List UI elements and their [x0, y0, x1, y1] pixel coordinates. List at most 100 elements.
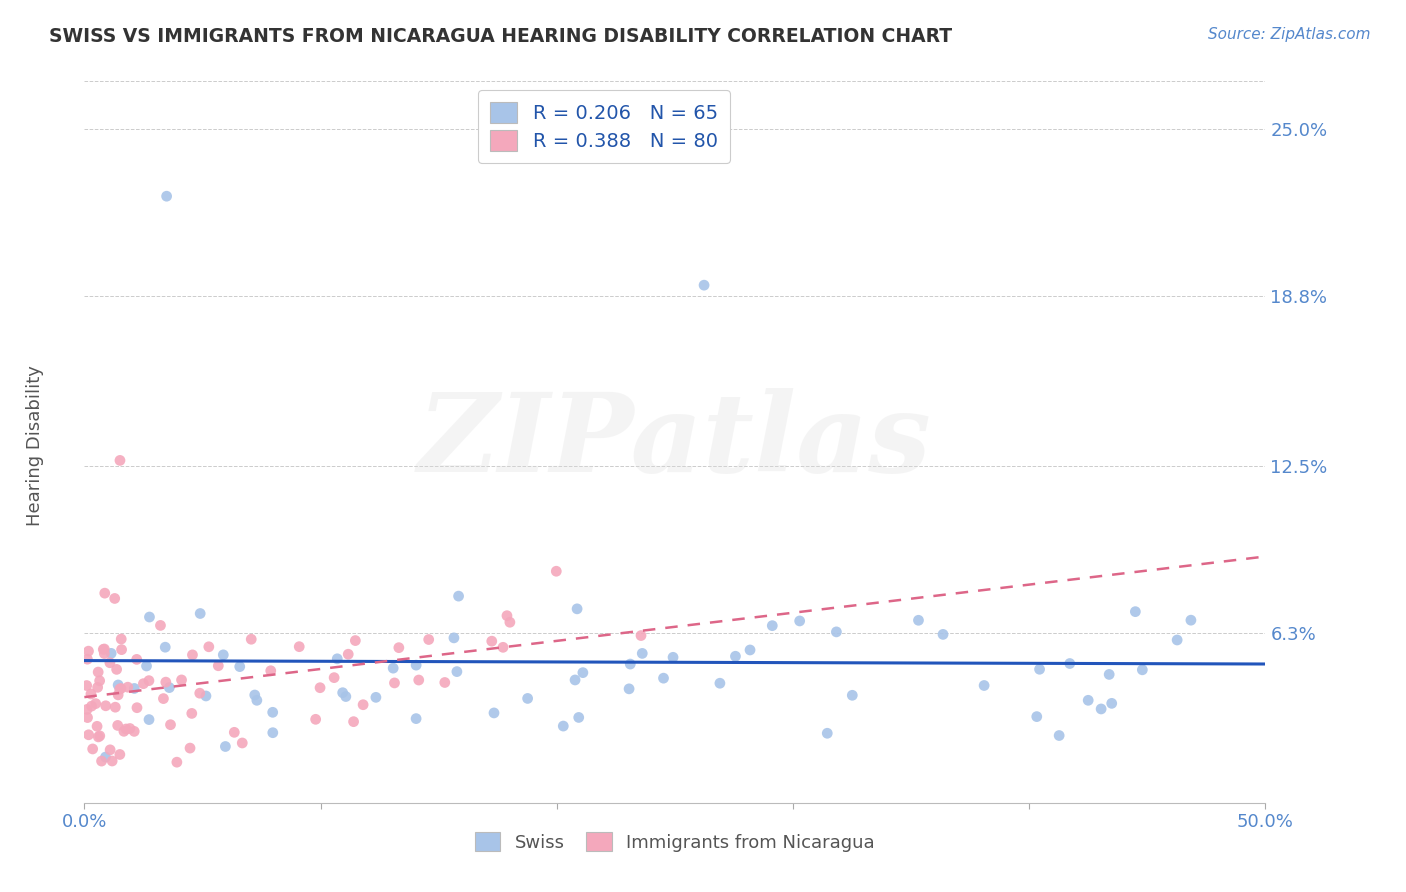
Point: [76, 710, 98, 724]
Point: [180, 706, 202, 721]
Point: [138, 610, 160, 624]
Point: [135, 659, 157, 673]
Point: [262, 706, 284, 720]
Point: [89, 729, 111, 743]
Point: [761, 618, 783, 632]
Point: [405, 658, 427, 673]
Point: [384, 676, 406, 690]
Point: [492, 640, 515, 655]
Point: [309, 681, 332, 695]
Point: [125, 700, 148, 714]
Point: [326, 652, 349, 666]
Text: Hearing Disability: Hearing Disability: [27, 366, 44, 526]
Point: [110, 632, 132, 646]
Point: [152, 691, 174, 706]
Point: [932, 627, 955, 641]
Point: [101, 754, 124, 768]
Point: [100, 646, 122, 660]
Point: [98, 743, 121, 757]
Point: [138, 673, 160, 688]
Point: [496, 608, 519, 623]
Point: [76, 679, 98, 693]
Point: [738, 643, 761, 657]
Point: [572, 665, 595, 680]
Point: [709, 676, 731, 690]
Point: [93, 647, 115, 661]
Point: [246, 693, 269, 707]
Point: [481, 634, 503, 648]
Point: [364, 690, 387, 705]
Point: [179, 741, 201, 756]
Point: [181, 648, 204, 662]
Point: [405, 712, 427, 726]
Point: [482, 706, 505, 720]
Point: [408, 673, 430, 687]
Point: [789, 614, 811, 628]
Point: [91, 642, 114, 657]
Point: [447, 589, 470, 603]
Point: [149, 618, 172, 632]
Point: [619, 657, 641, 671]
Point: [94, 586, 117, 600]
Text: ZIPatlas: ZIPatlas: [418, 388, 932, 495]
Point: [115, 722, 138, 736]
Point: [87, 730, 110, 744]
Point: [159, 717, 181, 731]
Point: [117, 680, 139, 694]
Point: [122, 724, 145, 739]
Point: [335, 690, 357, 704]
Point: [112, 724, 135, 739]
Point: [224, 725, 246, 739]
Point: [107, 678, 129, 692]
Point: [907, 613, 929, 627]
Point: [1101, 697, 1123, 711]
Point: [212, 648, 235, 662]
Point: [344, 633, 367, 648]
Point: [90, 754, 112, 768]
Point: [1125, 605, 1147, 619]
Point: [546, 564, 568, 578]
Point: [553, 719, 575, 733]
Point: [86, 719, 108, 733]
Point: [1090, 702, 1112, 716]
Point: [240, 632, 263, 647]
Point: [382, 661, 405, 675]
Point: [198, 640, 221, 654]
Point: [82, 742, 104, 756]
Point: [1077, 693, 1099, 707]
Point: [1130, 663, 1153, 677]
Point: [124, 681, 146, 696]
Point: [418, 632, 440, 647]
Point: [825, 624, 848, 639]
Point: [86, 681, 108, 695]
Point: [568, 710, 591, 724]
Point: [516, 691, 538, 706]
Point: [288, 640, 311, 654]
Point: [1098, 667, 1121, 681]
Point: [104, 700, 127, 714]
Point: [229, 659, 252, 673]
Point: [1028, 662, 1050, 676]
Point: [1180, 613, 1202, 627]
Point: [110, 681, 132, 696]
Point: [156, 189, 179, 203]
Point: [630, 629, 652, 643]
Point: [262, 725, 284, 739]
Point: [89, 673, 111, 688]
Point: [446, 665, 468, 679]
Point: [118, 722, 141, 736]
Point: [1047, 729, 1070, 743]
Point: [108, 682, 131, 697]
Point: [631, 647, 654, 661]
Point: [80, 699, 103, 714]
Text: Source: ZipAtlas.com: Source: ZipAtlas.com: [1208, 27, 1371, 42]
Point: [305, 712, 328, 726]
Point: [105, 662, 128, 676]
Point: [110, 642, 132, 657]
Point: [323, 671, 346, 685]
Point: [332, 686, 354, 700]
Point: [1025, 709, 1047, 723]
Point: [243, 688, 266, 702]
Point: [138, 713, 160, 727]
Point: [98, 656, 121, 670]
